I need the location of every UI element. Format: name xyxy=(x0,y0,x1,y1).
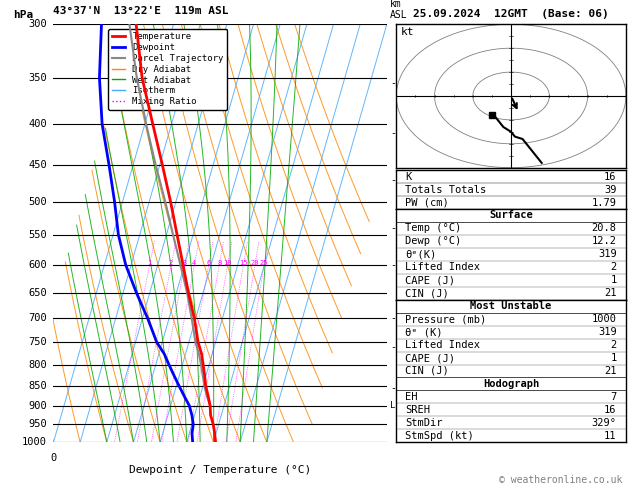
Text: Temp (°C): Temp (°C) xyxy=(406,224,462,233)
Text: 450: 450 xyxy=(28,160,47,170)
Text: CIN (J): CIN (J) xyxy=(406,288,449,298)
Text: θᵉ(K): θᵉ(K) xyxy=(406,249,437,260)
Text: StmSpd (kt): StmSpd (kt) xyxy=(406,431,474,441)
Text: 7: 7 xyxy=(610,392,616,402)
Text: SREH: SREH xyxy=(406,405,430,415)
Text: -6: -6 xyxy=(390,175,402,185)
Text: 21: 21 xyxy=(604,366,616,376)
Text: -1: -1 xyxy=(390,383,402,393)
Text: 650: 650 xyxy=(28,288,47,298)
Text: 1000: 1000 xyxy=(22,437,47,447)
Text: hPa: hPa xyxy=(13,10,33,20)
Text: 2: 2 xyxy=(610,262,616,272)
Text: 300: 300 xyxy=(28,19,47,29)
Text: Dewpoint / Temperature (°C): Dewpoint / Temperature (°C) xyxy=(129,465,311,475)
Text: 600: 600 xyxy=(28,260,47,270)
Text: Most Unstable: Most Unstable xyxy=(470,301,552,311)
Text: 2: 2 xyxy=(169,260,173,266)
Text: 329°: 329° xyxy=(592,418,616,428)
Text: EH: EH xyxy=(406,392,418,402)
Text: 0: 0 xyxy=(50,453,57,463)
Text: PW (cm): PW (cm) xyxy=(406,197,449,208)
Text: 900: 900 xyxy=(28,400,47,411)
Text: 950: 950 xyxy=(28,419,47,430)
Text: 12.2: 12.2 xyxy=(592,236,616,246)
Text: -8: -8 xyxy=(390,78,402,88)
Text: 4: 4 xyxy=(192,260,196,266)
Text: 400: 400 xyxy=(28,119,47,129)
Text: Lifted Index: Lifted Index xyxy=(406,262,481,272)
Text: kt: kt xyxy=(401,27,415,37)
Text: StmDir: StmDir xyxy=(406,418,443,428)
Text: 21: 21 xyxy=(604,288,616,298)
Text: Totals Totals: Totals Totals xyxy=(406,185,487,194)
Text: CIN (J): CIN (J) xyxy=(406,366,449,376)
Text: 3: 3 xyxy=(182,260,187,266)
Text: Lifted Index: Lifted Index xyxy=(406,340,481,350)
Text: CAPE (J): CAPE (J) xyxy=(406,275,455,285)
Text: Dewp (°C): Dewp (°C) xyxy=(406,236,462,246)
Text: Pressure (mb): Pressure (mb) xyxy=(406,314,487,324)
Text: 11: 11 xyxy=(604,431,616,441)
Text: 750: 750 xyxy=(28,337,47,347)
Text: 10: 10 xyxy=(223,260,231,266)
Text: -7: -7 xyxy=(390,128,402,138)
Text: 500: 500 xyxy=(28,197,47,207)
Text: 16: 16 xyxy=(604,172,616,182)
Text: Mixing Ratio (g/kg): Mixing Ratio (g/kg) xyxy=(415,177,425,289)
Text: 350: 350 xyxy=(28,73,47,83)
Text: -4: -4 xyxy=(390,260,402,270)
Text: Hodograph: Hodograph xyxy=(483,379,539,389)
Text: © weatheronline.co.uk: © weatheronline.co.uk xyxy=(499,475,623,485)
Text: 550: 550 xyxy=(28,230,47,240)
Text: K: K xyxy=(406,172,412,182)
Text: CAPE (J): CAPE (J) xyxy=(406,353,455,363)
Text: -2: -2 xyxy=(390,342,402,352)
Text: 43°37'N  13°22'E  119m ASL: 43°37'N 13°22'E 119m ASL xyxy=(53,6,229,16)
Text: θᵉ (K): θᵉ (K) xyxy=(406,327,443,337)
Text: LCL: LCL xyxy=(390,401,406,410)
Text: 1: 1 xyxy=(147,260,152,266)
Text: 25: 25 xyxy=(260,260,268,266)
Text: 850: 850 xyxy=(28,381,47,391)
Text: 319: 319 xyxy=(598,249,616,260)
Text: 16: 16 xyxy=(604,405,616,415)
Text: 15: 15 xyxy=(239,260,248,266)
Text: 1: 1 xyxy=(610,275,616,285)
Text: 700: 700 xyxy=(28,313,47,324)
Legend: Temperature, Dewpoint, Parcel Trajectory, Dry Adiabat, Wet Adiabat, Isotherm, Mi: Temperature, Dewpoint, Parcel Trajectory… xyxy=(108,29,227,110)
Text: 1: 1 xyxy=(610,353,616,363)
Text: 39: 39 xyxy=(604,185,616,194)
Text: -3: -3 xyxy=(390,313,402,324)
Text: 8: 8 xyxy=(217,260,221,266)
Text: km
ASL: km ASL xyxy=(390,0,408,20)
Text: -5: -5 xyxy=(390,224,402,233)
Text: 1.79: 1.79 xyxy=(592,197,616,208)
Text: 25.09.2024  12GMT  (Base: 06): 25.09.2024 12GMT (Base: 06) xyxy=(413,9,609,19)
Text: 20: 20 xyxy=(250,260,259,266)
Text: 1000: 1000 xyxy=(592,314,616,324)
Text: 20.8: 20.8 xyxy=(592,224,616,233)
Text: 319: 319 xyxy=(598,327,616,337)
Text: 2: 2 xyxy=(610,340,616,350)
Text: 6: 6 xyxy=(206,260,211,266)
Text: 800: 800 xyxy=(28,360,47,370)
Text: Surface: Surface xyxy=(489,210,533,221)
